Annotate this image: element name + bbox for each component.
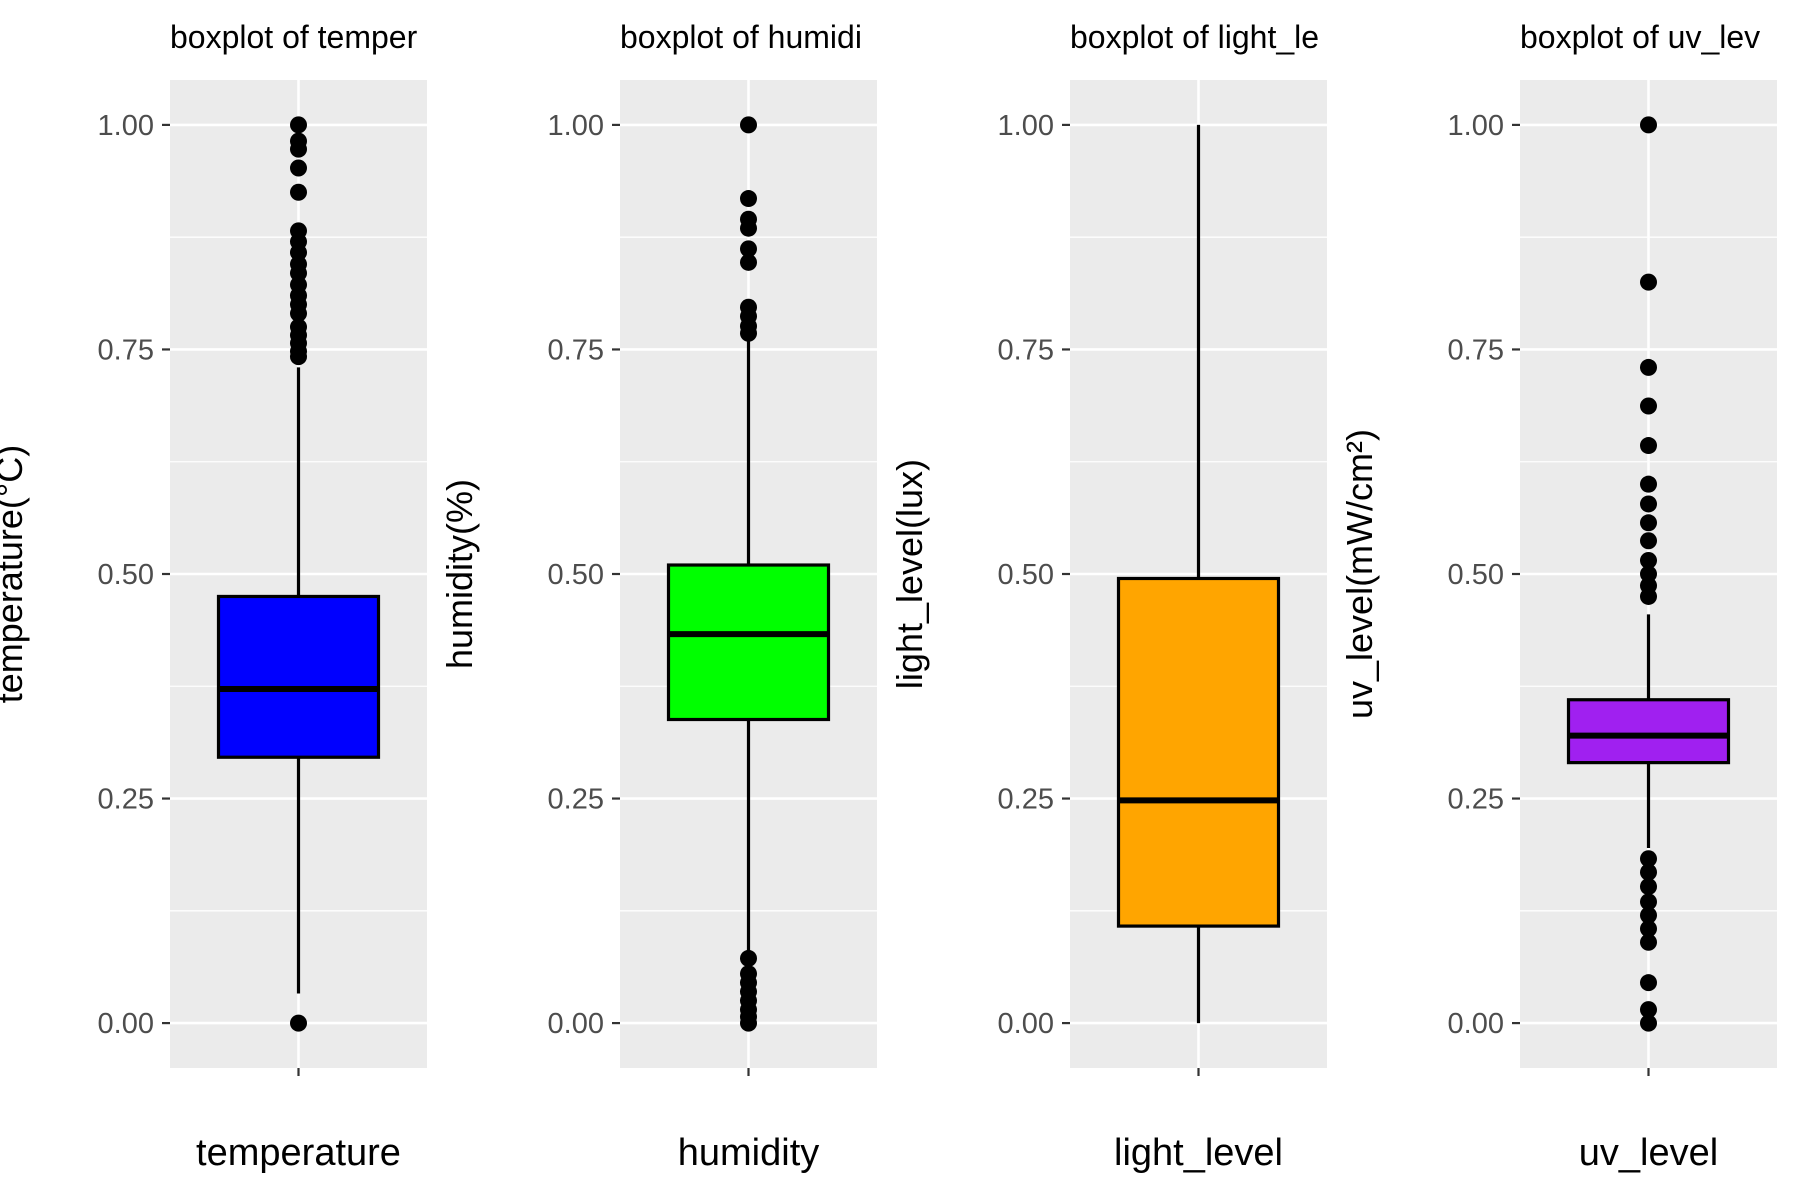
box-iqr bbox=[666, 563, 831, 722]
outlier-point bbox=[1640, 906, 1657, 924]
panel-title: boxplot of light_le bbox=[1070, 19, 1319, 55]
outlier-point bbox=[740, 190, 757, 208]
y-tick-label: 0.00 bbox=[98, 1008, 154, 1040]
y-axis-title: uv_level(mW/cm²) bbox=[1339, 429, 1380, 719]
y-tick-label: 0.00 bbox=[1448, 1008, 1504, 1040]
outlier-point bbox=[740, 1014, 757, 1032]
outlier-point bbox=[1640, 116, 1657, 134]
y-tick-label: 0.00 bbox=[548, 1008, 604, 1040]
y-axis-title: temperature(°C) bbox=[0, 445, 30, 703]
outlier-point bbox=[1640, 863, 1657, 881]
outlier-point bbox=[740, 253, 757, 271]
outlier-point bbox=[1640, 974, 1657, 992]
y-tick-label: 0.25 bbox=[548, 784, 604, 816]
y-tick-label: 1.00 bbox=[548, 110, 604, 142]
y-tick-label: 0.50 bbox=[998, 559, 1054, 591]
chart-panel-temperature: 0.00 0.25 0.50 0.75 1.00 boxplot of temper tem… bbox=[0, 19, 427, 1174]
y-tick-label: 0.25 bbox=[998, 784, 1054, 816]
box-iqr bbox=[1566, 698, 1731, 765]
outlier-point bbox=[1640, 933, 1657, 951]
outlier-point bbox=[740, 219, 757, 237]
chart-panel-uv_level: 0.00 0.25 0.50 0.75 1.00 boxplot of uv_lev uv_… bbox=[1339, 19, 1777, 1174]
y-tick-label: 0.75 bbox=[1448, 334, 1504, 366]
y-axis-title: light_level(lux) bbox=[889, 459, 930, 689]
x-axis-title: light_level bbox=[1114, 1132, 1283, 1174]
outlier-point bbox=[1640, 397, 1657, 415]
outlier-point bbox=[1640, 273, 1657, 291]
outlier-point bbox=[290, 348, 307, 366]
outlier-point bbox=[1640, 495, 1657, 513]
panel-title: boxplot of temper bbox=[170, 19, 418, 55]
outlier-point bbox=[290, 305, 307, 323]
box-iqr bbox=[1116, 576, 1281, 928]
x-axis-title: humidity bbox=[678, 1132, 820, 1174]
panel-title: boxplot of uv_lev bbox=[1520, 19, 1760, 55]
y-tick-label: 0.50 bbox=[1448, 559, 1504, 591]
y-tick-label: 1.00 bbox=[98, 110, 154, 142]
outlier-point bbox=[1640, 358, 1657, 376]
y-tick-label: 0.75 bbox=[998, 334, 1054, 366]
outlier-point bbox=[1640, 1014, 1657, 1032]
outlier-point bbox=[1640, 920, 1657, 938]
chart-panel-light_level: 0.00 0.25 0.50 0.75 1.00 boxplot of light_lel… bbox=[889, 19, 1327, 1174]
outlier-point bbox=[1640, 1001, 1657, 1019]
chart-panel-humidity: 0.00 0.25 0.50 0.75 1.00 boxplot of humidi hum… bbox=[439, 19, 877, 1174]
outlier-point bbox=[1640, 475, 1657, 493]
outlier-point bbox=[1640, 532, 1657, 550]
y-tick-label: 0.50 bbox=[98, 559, 154, 591]
y-tick-label: 1.00 bbox=[998, 110, 1054, 142]
outlier-point bbox=[740, 324, 757, 342]
outlier-point bbox=[290, 183, 307, 201]
outlier-point bbox=[290, 243, 307, 261]
y-tick-label: 0.75 bbox=[98, 334, 154, 366]
outlier-point bbox=[290, 264, 307, 282]
box-iqr bbox=[216, 594, 381, 759]
outlier-point bbox=[1640, 850, 1657, 868]
y-tick-label: 0.50 bbox=[548, 559, 604, 591]
y-tick-label: 0.25 bbox=[1448, 784, 1504, 816]
y-tick-label: 0.00 bbox=[998, 1008, 1054, 1040]
y-tick-label: 0.25 bbox=[98, 784, 154, 816]
outlier-point bbox=[1640, 565, 1657, 583]
outlier-point bbox=[290, 159, 307, 177]
outlier-point bbox=[1640, 878, 1657, 896]
outlier-point bbox=[740, 116, 757, 134]
outlier-point bbox=[1640, 587, 1657, 605]
panel-title: boxplot of humidi bbox=[620, 19, 862, 55]
outlier-point bbox=[1640, 437, 1657, 455]
outlier-point bbox=[290, 116, 307, 134]
outlier-point bbox=[290, 1014, 307, 1032]
outlier-point bbox=[740, 240, 757, 258]
x-axis-title: uv_level bbox=[1579, 1132, 1718, 1174]
x-axis-title: temperature bbox=[196, 1132, 401, 1174]
y-axis-title: humidity(%) bbox=[439, 479, 480, 669]
y-tick-label: 1.00 bbox=[1448, 110, 1504, 142]
outlier-point bbox=[1640, 552, 1657, 570]
outlier-point bbox=[740, 949, 757, 967]
outlier-point bbox=[1640, 893, 1657, 911]
y-tick-label: 0.75 bbox=[548, 334, 604, 366]
outlier-point bbox=[1640, 514, 1657, 532]
outlier-point bbox=[290, 140, 307, 158]
